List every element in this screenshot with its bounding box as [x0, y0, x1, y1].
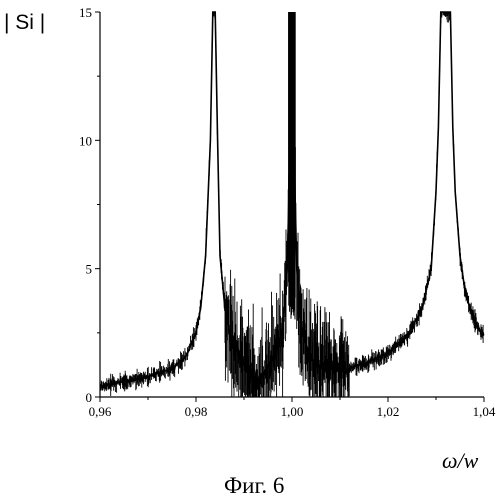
- x-tick-label: 1,02: [377, 404, 400, 419]
- x-tick-label: 0,98: [185, 404, 208, 419]
- x-ticks: 0,96 0,98 1,00 1,02 1,04: [89, 397, 496, 419]
- x-tick-label: 0,96: [89, 404, 112, 419]
- plot-area: [100, 12, 484, 397]
- y-tick-label: 5: [86, 262, 93, 277]
- x-tick-label: 1,04: [473, 404, 496, 419]
- y-tick-label: 0: [86, 390, 93, 405]
- x-tick-label: 1,00: [281, 404, 304, 419]
- series-noise: [100, 12, 484, 397]
- figure-caption: Фиг. 6: [224, 473, 284, 498]
- y-axis-label: | Si |: [4, 11, 45, 34]
- x-axis-label: ω/w: [442, 448, 479, 473]
- y-tick-label: 10: [79, 133, 92, 148]
- y-ticks: 0 5 10 15: [79, 5, 100, 405]
- y-tick-label: 15: [79, 5, 92, 20]
